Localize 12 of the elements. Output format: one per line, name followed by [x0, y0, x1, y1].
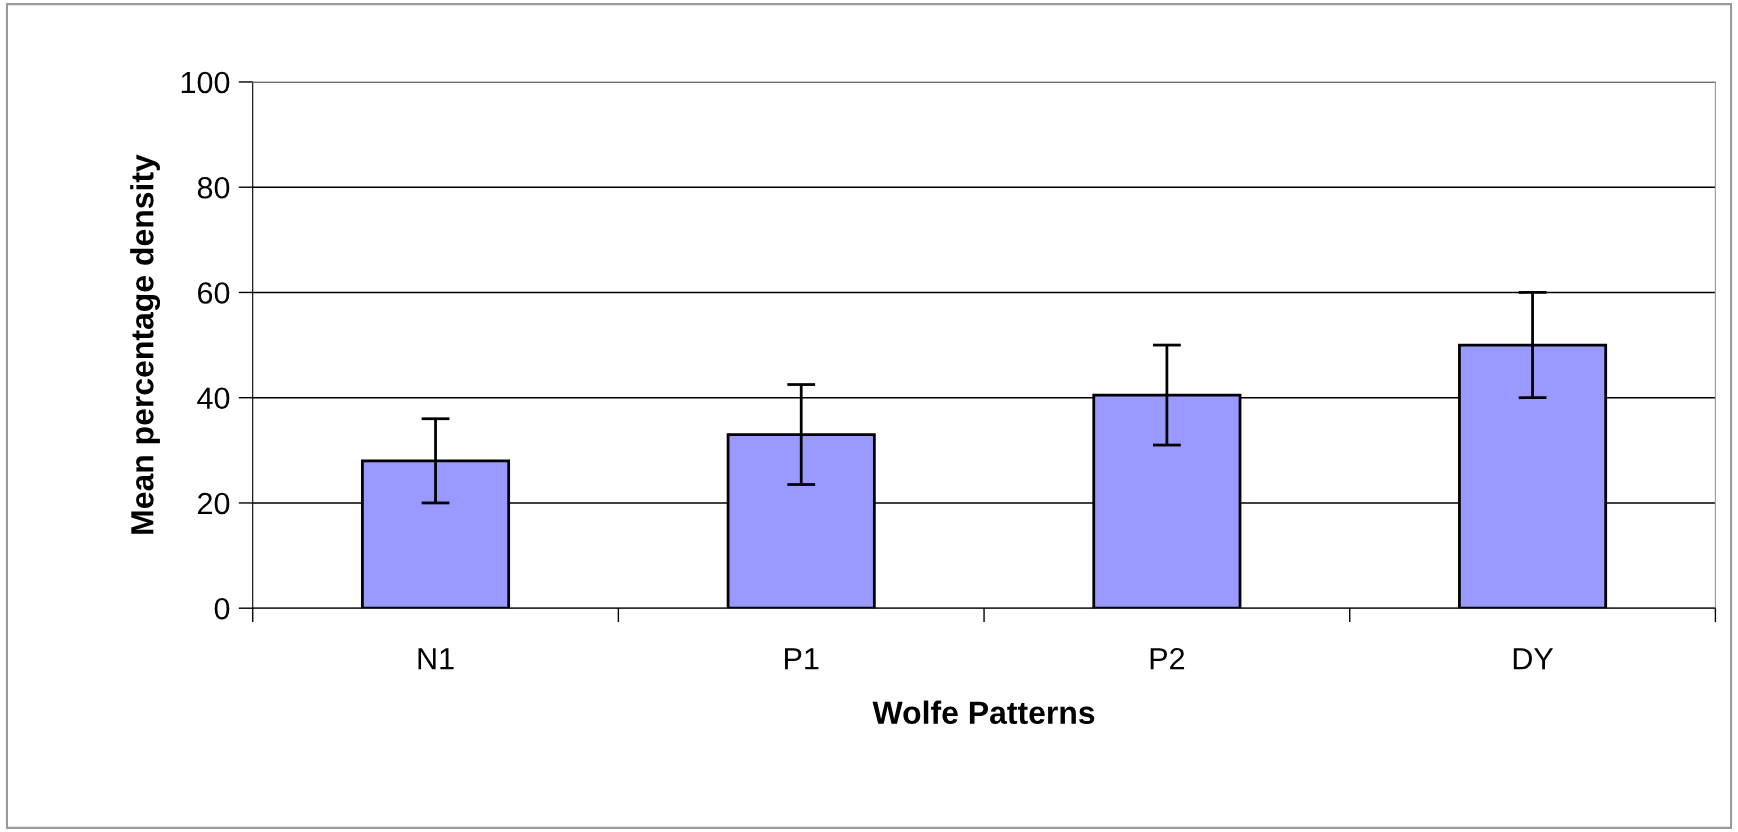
y-tick-label: 40 — [197, 387, 230, 410]
x-axis-title: Wolfe Patterns — [872, 700, 1095, 725]
x-tick-label: P2 — [1150, 647, 1185, 670]
y-axis-title: Mean percentage density — [130, 154, 161, 534]
y-tick-label: 100 — [181, 71, 230, 94]
y-tick-label: 60 — [198, 282, 230, 304]
x-tick-label: DY — [1513, 648, 1554, 670]
x-tick-label: N1 — [418, 648, 454, 670]
y-tick-label: 0 — [214, 597, 230, 620]
y-tick-label: 80 — [197, 176, 230, 199]
x-tick-label: P1 — [785, 648, 819, 670]
y-tick-label: 20 — [198, 492, 230, 515]
